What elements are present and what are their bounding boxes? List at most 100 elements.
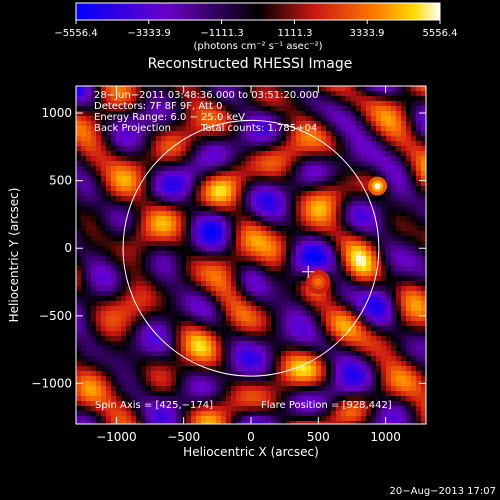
heatmap-cell bbox=[211, 361, 216, 366]
heatmap-cell bbox=[81, 281, 86, 286]
heatmap-cell bbox=[221, 286, 226, 291]
heatmap-cell bbox=[356, 251, 361, 256]
heatmap-cell bbox=[216, 396, 221, 401]
heatmap-cell bbox=[351, 161, 356, 166]
heatmap-cell bbox=[296, 116, 301, 121]
heatmap-cell bbox=[371, 91, 376, 96]
heatmap-cell bbox=[196, 206, 201, 211]
heatmap-cell bbox=[156, 201, 161, 206]
heatmap-cell bbox=[236, 351, 241, 356]
heatmap-cell bbox=[321, 186, 326, 191]
heatmap-cell bbox=[246, 281, 251, 286]
heatmap-cell bbox=[311, 371, 316, 376]
heatmap-cell bbox=[396, 421, 401, 424]
heatmap-cell bbox=[76, 421, 81, 424]
heatmap-cell bbox=[226, 231, 231, 236]
heatmap-cell bbox=[261, 226, 266, 231]
heatmap-cell bbox=[281, 256, 286, 261]
heatmap-cell bbox=[221, 421, 226, 424]
heatmap-cell bbox=[156, 96, 161, 101]
heatmap-cell bbox=[236, 271, 241, 276]
heatmap-cell bbox=[306, 246, 311, 251]
heatmap-cell bbox=[336, 396, 341, 401]
heatmap-cell bbox=[341, 321, 346, 326]
heatmap-cell bbox=[81, 151, 86, 156]
heatmap-cell bbox=[416, 161, 421, 166]
heatmap-cell bbox=[171, 231, 176, 236]
heatmap-cell bbox=[236, 191, 241, 196]
heatmap-cell bbox=[346, 201, 351, 206]
heatmap-cell bbox=[121, 201, 126, 206]
heatmap-cell bbox=[256, 276, 261, 281]
heatmap-cell bbox=[276, 386, 281, 391]
heatmap-cell bbox=[301, 216, 306, 221]
heatmap-cell bbox=[176, 256, 181, 261]
heatmap-cell bbox=[86, 376, 91, 381]
heatmap-cell bbox=[311, 256, 316, 261]
heatmap-cell bbox=[191, 121, 196, 126]
heatmap-cell bbox=[361, 91, 366, 96]
heatmap-cell bbox=[211, 401, 216, 406]
heatmap-cell bbox=[336, 316, 341, 321]
heatmap-cell bbox=[81, 396, 86, 401]
heatmap-cell bbox=[156, 396, 161, 401]
heatmap-cell bbox=[151, 191, 156, 196]
heatmap-cell bbox=[356, 361, 361, 366]
heatmap-cell bbox=[216, 216, 221, 221]
heatmap-cell bbox=[266, 106, 271, 111]
heatmap-cell bbox=[296, 231, 301, 236]
heatmap-cell bbox=[386, 146, 391, 151]
heatmap-cell bbox=[291, 146, 296, 151]
heatmap-cell bbox=[131, 406, 136, 411]
heatmap-cell bbox=[81, 391, 86, 396]
heatmap-cell bbox=[131, 401, 136, 406]
heatmap-cell bbox=[191, 236, 196, 241]
heatmap-cell bbox=[421, 216, 426, 221]
heatmap-cell bbox=[261, 286, 266, 291]
heatmap-cell bbox=[216, 126, 221, 131]
heatmap-cell bbox=[171, 256, 176, 261]
heatmap-cell bbox=[291, 381, 296, 386]
heatmap-cell bbox=[211, 106, 216, 111]
heatmap-cell bbox=[271, 206, 276, 211]
heatmap-cell bbox=[176, 221, 181, 226]
heatmap-cell bbox=[416, 241, 421, 246]
heatmap-cell bbox=[316, 236, 321, 241]
heatmap-cell bbox=[181, 251, 186, 256]
heatmap-cell bbox=[111, 91, 116, 96]
heatmap-cell bbox=[241, 391, 246, 396]
heatmap-cell bbox=[181, 311, 186, 316]
heatmap-cell bbox=[216, 371, 221, 376]
heatmap-cell bbox=[191, 346, 196, 351]
heatmap-cell bbox=[241, 196, 246, 201]
heatmap-cell bbox=[111, 126, 116, 131]
heatmap-cell bbox=[221, 346, 226, 351]
heatmap-cell bbox=[126, 166, 131, 171]
heatmap-cell bbox=[116, 106, 121, 111]
heatmap-cell bbox=[156, 316, 161, 321]
heatmap-cell bbox=[256, 301, 261, 306]
heatmap-cell bbox=[266, 126, 271, 131]
heatmap-cell bbox=[186, 211, 191, 216]
heatmap-cell bbox=[356, 391, 361, 396]
heatmap-cell bbox=[116, 176, 121, 181]
heatmap-cell bbox=[211, 141, 216, 146]
heatmap-cell bbox=[276, 151, 281, 156]
heatmap-cell bbox=[176, 126, 181, 131]
heatmap-cell bbox=[221, 356, 226, 361]
heatmap-cell bbox=[381, 286, 386, 291]
heatmap-cell bbox=[421, 191, 426, 196]
heatmap-cell bbox=[81, 311, 86, 316]
heatmap-cell bbox=[331, 256, 336, 261]
heatmap-cell bbox=[336, 386, 341, 391]
heatmap-cell bbox=[416, 196, 421, 201]
heatmap-cell bbox=[136, 286, 141, 291]
heatmap-cell bbox=[406, 91, 411, 96]
heatmap-cell bbox=[311, 201, 316, 206]
heatmap-cell bbox=[291, 206, 296, 211]
heatmap-cell bbox=[281, 386, 286, 391]
heatmap-cell bbox=[136, 311, 141, 316]
heatmap-cell bbox=[261, 146, 266, 151]
heatmap-cell bbox=[341, 326, 346, 331]
heatmap-cell bbox=[76, 86, 81, 91]
